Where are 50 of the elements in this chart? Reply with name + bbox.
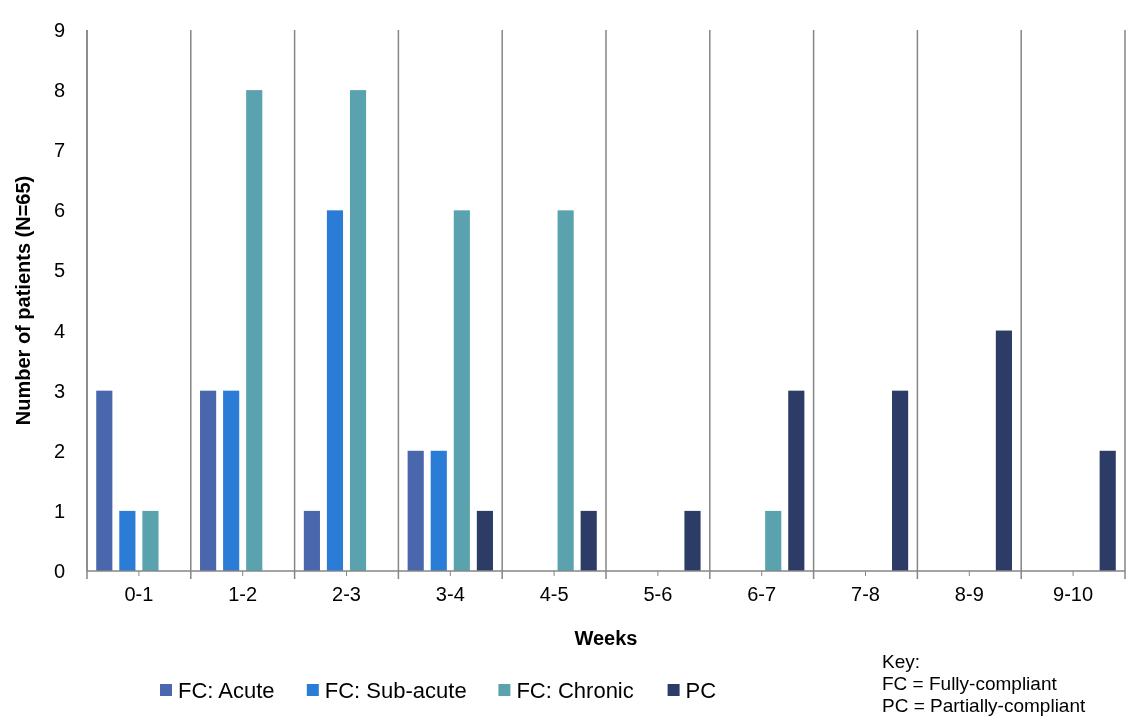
bar <box>349 90 367 571</box>
y-tick-label: 1 <box>53 499 65 522</box>
y-tick-label: 4 <box>53 319 65 342</box>
y-tick-label: 8 <box>53 79 65 102</box>
x-tick-label: 5-6 <box>643 583 673 605</box>
x-tick-label: 3-4 <box>435 583 465 605</box>
legend-label: PC <box>685 678 717 703</box>
bar <box>119 510 136 571</box>
bar <box>1099 450 1116 571</box>
y-tick-label: 9 <box>53 19 65 41</box>
bar <box>200 390 217 571</box>
x-tick-label: 9-10 <box>1053 583 1094 605</box>
y-tick-label: 6 <box>53 199 65 222</box>
y-tick-label: 3 <box>53 379 65 402</box>
bar <box>326 210 344 571</box>
x-tick-label: 4-5 <box>539 583 569 605</box>
y-tick-label: 0 <box>53 560 65 582</box>
bar <box>476 510 493 571</box>
bar <box>96 390 113 571</box>
x-tick-label: 6-7 <box>747 583 777 605</box>
x-tick-label: 2-3 <box>332 583 361 605</box>
x-tick-label: 7-8 <box>851 583 880 605</box>
legend-label: FC: Chronic <box>516 678 634 703</box>
bar <box>765 510 782 571</box>
legend-label: FC: Sub-acute <box>324 678 467 703</box>
bar <box>892 390 909 571</box>
bar <box>557 210 574 571</box>
x-tick-label: 0-1 <box>124 583 154 605</box>
x-axis-title: Weeks <box>574 627 638 649</box>
bar <box>684 510 701 571</box>
bar <box>246 90 263 571</box>
x-tick-label: 8-9 <box>954 583 984 605</box>
x-tick-label: 1-2 <box>228 583 258 605</box>
bar <box>407 450 424 571</box>
bar <box>788 390 805 571</box>
bar <box>453 210 470 571</box>
text: PC = Partially-compliant <box>882 695 1086 716</box>
bar <box>580 510 597 571</box>
y-tick-label: 5 <box>53 259 65 282</box>
y-tick-label: 2 <box>53 439 65 462</box>
y-tick-label: 7 <box>53 139 65 162</box>
legend-label: FC: Acute <box>178 678 275 703</box>
bar <box>995 330 1012 571</box>
bar <box>142 510 159 571</box>
text: FC = Fully-compliant <box>882 673 1058 694</box>
bar <box>303 510 320 571</box>
bar <box>430 450 447 571</box>
bar <box>223 390 240 571</box>
y-axis-title: Number of patients (N=65) <box>12 175 34 426</box>
text: Key: <box>882 651 921 672</box>
